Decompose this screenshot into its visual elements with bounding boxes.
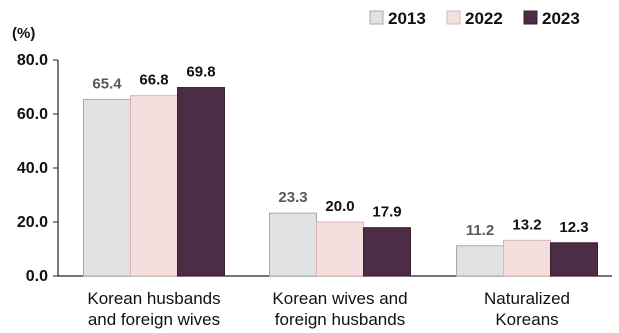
bar-2013-1	[83, 98, 131, 277]
category-label: and foreign wives	[88, 310, 220, 329]
category-label: Korean wives and	[272, 289, 407, 308]
legend-swatch-2013	[369, 10, 384, 25]
data-label-2013-3: 11.2	[466, 222, 494, 239]
data-label-2013-1: 65.4	[92, 75, 122, 92]
data-labels-group: 65.4 23.3 11.2 66.8 20.0 13.2 69.8 17.9 12.3	[92, 64, 588, 239]
bar-2022-2	[316, 221, 364, 277]
legend: 2013 2022 2023	[369, 9, 580, 28]
legend-label-2023: 2023	[542, 9, 580, 28]
data-label-2023-2: 17.9	[372, 204, 401, 221]
bar-2022-3	[503, 239, 551, 277]
bars-group	[83, 87, 598, 277]
y-axis-ticks: 0.0 20.0 40.0 60.0 80.0	[17, 52, 58, 285]
category-label: foreign husbands	[275, 310, 405, 329]
data-label-2023-1: 69.8	[186, 64, 215, 81]
data-label-2022-3: 13.2	[512, 216, 541, 233]
y-tick-label: 0.0	[26, 268, 48, 285]
category-label: Koreans	[495, 310, 558, 329]
bar-2023-3	[550, 242, 598, 277]
data-label-2023-3: 12.3	[559, 219, 588, 236]
category-label: Naturalized	[484, 289, 570, 308]
y-tick-label: 60.0	[17, 106, 48, 123]
data-label-2022-1: 66.8	[139, 72, 168, 89]
bar-2013-3	[456, 245, 504, 277]
bar-2023-1	[177, 87, 225, 277]
legend-swatch-2022	[446, 10, 461, 25]
category-label: Korean husbands	[87, 289, 220, 308]
legend-label-2022: 2022	[465, 9, 503, 28]
y-axis-unit-label: (%)	[12, 25, 35, 42]
bar-2023-2	[363, 227, 411, 277]
y-tick-label: 80.0	[17, 52, 48, 69]
data-label-2013-2: 23.3	[278, 189, 307, 206]
legend-swatch-2023	[523, 10, 538, 25]
legend-label-2013: 2013	[388, 9, 426, 28]
data-label-2022-2: 20.0	[325, 198, 354, 215]
y-tick-label: 40.0	[17, 160, 48, 177]
y-tick-label: 20.0	[17, 214, 48, 231]
x-axis-categories: Korean husbands and foreign wives Korean w…	[87, 289, 570, 329]
bar-2013-2	[269, 212, 317, 277]
bar-2022-1	[130, 95, 178, 277]
